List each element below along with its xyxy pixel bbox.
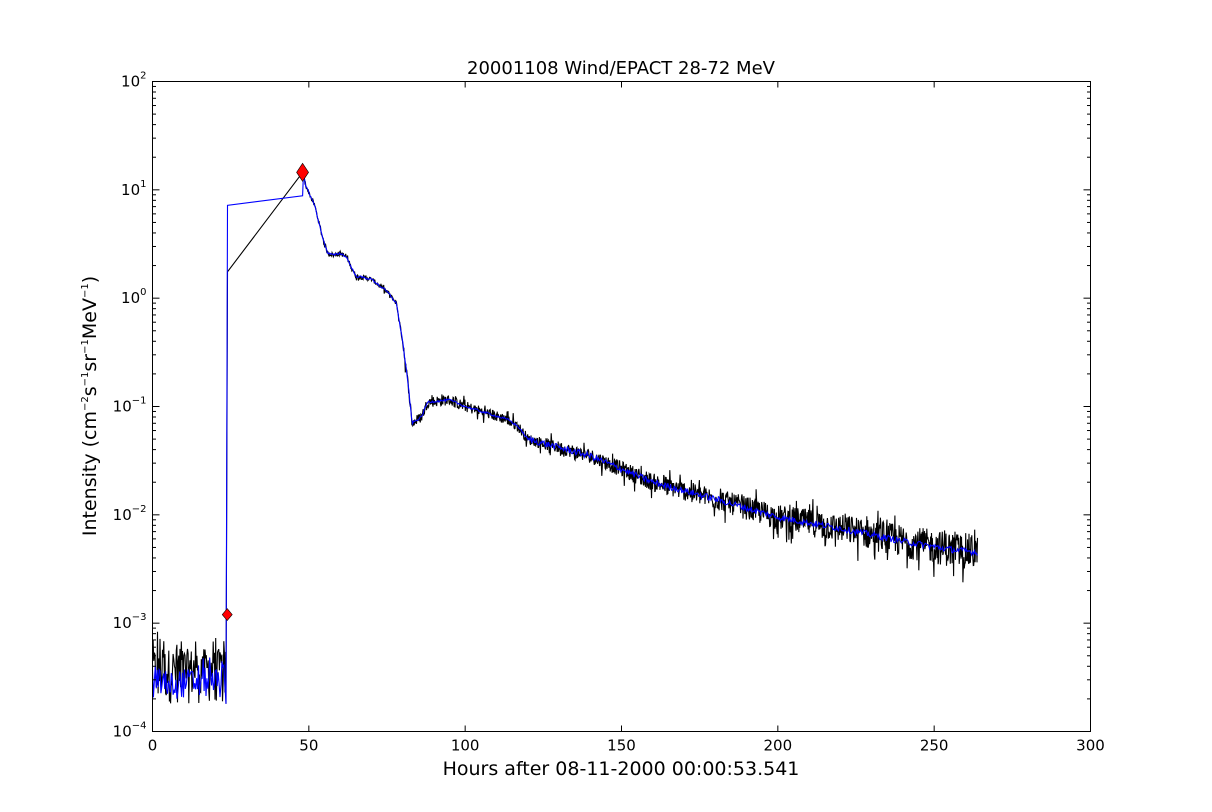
y-axis-label-end: ) (79, 276, 101, 283)
y-tick-label: 10−1 (113, 396, 147, 416)
y-axis-label: Intensity (cm−2s−1sr−1MeV−1) (79, 276, 101, 536)
onset-marker (221, 608, 233, 622)
y-axis-label-mid2: sr (79, 354, 101, 372)
x-tick-label: 50 (299, 737, 318, 755)
y-axis-label-mid1: s (79, 386, 101, 396)
y-tick-label: 102 (121, 71, 146, 91)
y-tick-label: 10−4 (113, 721, 147, 741)
x-tick-label: 200 (764, 737, 793, 755)
y-tick-label: 101 (121, 179, 146, 199)
x-tick-label: 300 (1076, 737, 1105, 755)
series-smoothed-line (151, 172, 978, 704)
x-tick-label: 150 (607, 737, 636, 755)
x-axis-label: Hours after 08-11-2000 00:00:53.541 (443, 758, 800, 780)
y-tick-label: 10−3 (113, 612, 147, 632)
x-tick-label: 0 (148, 737, 158, 755)
x-tick-label: 100 (451, 737, 480, 755)
tick-labels: 0 50 100 150 200 250 300 10−4 10−3 10−2 10−1 100 101… (113, 71, 1105, 755)
chart-title: 20001108 Wind/EPACT 28-72 MeV (467, 58, 776, 79)
axis-ticks (152, 81, 1091, 732)
y-axis-label-mid3: MeV (79, 298, 101, 339)
plot-data-layer (151, 162, 979, 704)
x-tick-label: 250 (920, 737, 949, 755)
y-axis-label-sup4: −1 (80, 283, 91, 298)
y-axis-label-text: Intensity (cm (79, 411, 101, 536)
y-tick-label: 100 (121, 287, 146, 307)
y-axis-label-sup3: −1 (80, 339, 91, 354)
y-tick-label: 10−2 (113, 504, 147, 524)
y-axis-label-sup1: −2 (80, 396, 91, 411)
peak-marker (296, 162, 309, 182)
y-axis-label-sup2: −1 (80, 372, 91, 387)
